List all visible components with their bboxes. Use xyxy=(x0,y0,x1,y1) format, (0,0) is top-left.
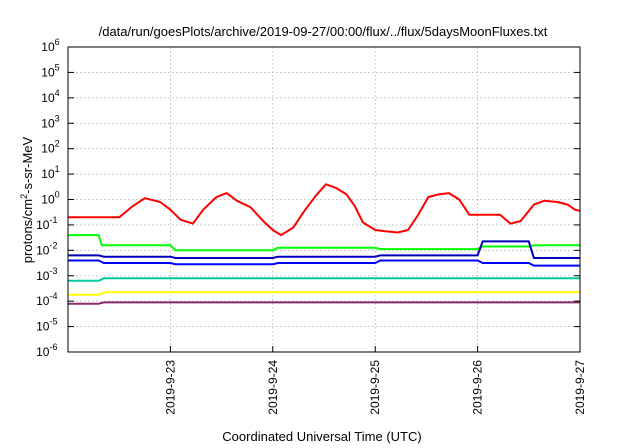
y-tick-exponent: -6 xyxy=(49,342,57,352)
y-tick-label: 106 xyxy=(41,37,59,54)
series-line-2 xyxy=(68,234,580,252)
y-tick-base: 10 xyxy=(41,40,55,54)
y-axis-label-post: -s-sr-MeV xyxy=(20,136,35,193)
y-tick-label: 10-3 xyxy=(36,266,57,283)
y-tick-label: 10-4 xyxy=(36,291,57,308)
y-tick-exponent: 6 xyxy=(55,37,60,47)
y-tick-exponent: 0 xyxy=(55,190,60,200)
series-line-3 xyxy=(68,259,580,267)
y-tick-exponent: 2 xyxy=(55,139,60,149)
x-tick-label: 2019-9-25 xyxy=(368,360,382,415)
x-axis-ticks: 2019-9-23 2019-9-24 2019-9-25 2019-9-26 2019… xyxy=(163,346,587,415)
y-tick-label: 105 xyxy=(41,62,59,79)
x-tick-label: 2019-9-26 xyxy=(471,360,485,415)
y-tick-exponent: -4 xyxy=(49,291,57,301)
y-tick-exponent: -2 xyxy=(49,240,57,250)
y-tick-base: 10 xyxy=(41,65,55,79)
y-tick-label: 10-1 xyxy=(36,215,57,232)
y-tick-exponent: 4 xyxy=(55,88,60,98)
y-tick-exponent: 1 xyxy=(55,164,60,174)
series-line-5 xyxy=(68,277,580,282)
y-axis-label: protons/cm2-s-sr-MeV xyxy=(19,136,35,263)
y-tick-base: 10 xyxy=(36,269,50,283)
grid-lines xyxy=(68,47,580,352)
x-tick-label: 2019-9-27 xyxy=(573,360,587,415)
series-group xyxy=(68,183,581,305)
y-tick-base: 10 xyxy=(41,167,55,181)
y-tick-exponent: -3 xyxy=(49,266,57,276)
y-tick-label: 10-5 xyxy=(36,317,57,334)
y-tick-base: 10 xyxy=(36,218,50,232)
y-tick-base: 10 xyxy=(36,320,50,334)
y-tick-label: 103 xyxy=(41,113,59,130)
y-tick-label: 10-2 xyxy=(36,240,57,257)
series-line-7 xyxy=(68,301,580,305)
series-line-1 xyxy=(68,183,581,237)
x-axis-label: Coordinated Universal Time (UTC) xyxy=(222,429,421,444)
y-tick-base: 10 xyxy=(36,345,50,359)
y-tick-base: 10 xyxy=(36,294,50,308)
y-tick-base: 10 xyxy=(41,193,55,207)
y-tick-label: 10-6 xyxy=(36,342,57,359)
x-tick-label: 2019-9-23 xyxy=(163,360,177,415)
y-axis-label-sup: 2 xyxy=(19,194,29,199)
y-tick-exponent: 5 xyxy=(55,62,60,72)
y-tick-label: 101 xyxy=(41,164,59,181)
series-line-6 xyxy=(68,291,580,296)
y-tick-base: 10 xyxy=(36,243,50,257)
y-tick-base: 10 xyxy=(41,142,55,156)
y-axis-label-pre: protons/cm xyxy=(20,199,35,263)
y-tick-label: 100 xyxy=(41,190,59,207)
y-tick-base: 10 xyxy=(41,91,55,105)
y-tick-exponent: -5 xyxy=(49,317,57,327)
y-tick-exponent: 3 xyxy=(55,113,60,123)
series-line-4 xyxy=(68,240,580,259)
y-tick-exponent: -1 xyxy=(49,215,57,225)
y-tick-base: 10 xyxy=(41,116,55,130)
y-tick-label: 102 xyxy=(41,139,59,156)
y-axis-ticks: 10-610-510-410-310-210-11001011021031041… xyxy=(36,37,580,359)
chart-title: /data/run/goesPlots/archive/2019-09-27/0… xyxy=(99,24,548,39)
x-tick-label: 2019-9-24 xyxy=(266,360,280,415)
y-tick-label: 104 xyxy=(41,88,59,105)
